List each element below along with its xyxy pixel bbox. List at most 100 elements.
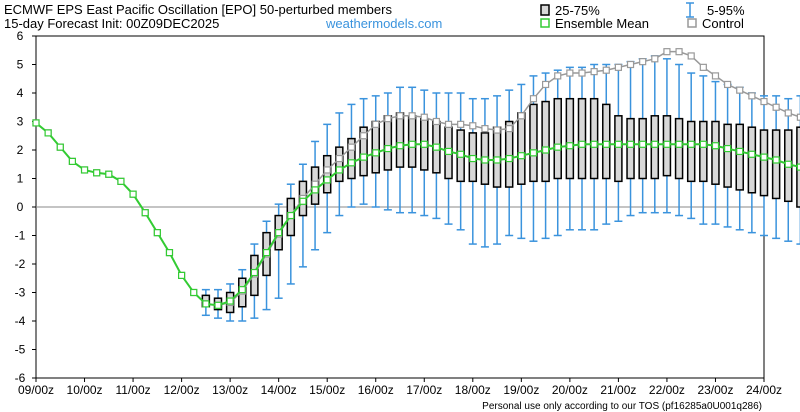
- x-tick-label: 23/00z: [697, 383, 733, 397]
- iqr-box: [335, 146, 344, 183]
- mean-line: [35, 122, 800, 307]
- tos-footer: Personal use only according to our TOS (…: [482, 401, 762, 412]
- control-marker: [432, 117, 440, 126]
- y-tick-label: 1: [17, 172, 24, 186]
- legend-control-label: Control: [702, 16, 744, 31]
- mean-marker: [432, 143, 440, 151]
- mean-marker: [748, 150, 756, 158]
- x-tick-label: 11/00z: [115, 383, 150, 397]
- control-marker: [614, 63, 623, 71]
- iqr-box: [383, 115, 393, 171]
- iqr-box: [359, 126, 368, 177]
- mean-marker: [44, 129, 52, 137]
- control-marker: [517, 112, 525, 120]
- legend: 25-75% 5-95% Ensemble Mean Control: [540, 2, 745, 31]
- y-tick-label: -2: [15, 257, 26, 271]
- y-tick-label: -3: [15, 286, 26, 300]
- mean-marker: [93, 169, 101, 177]
- legend-mean-label: Ensemble Mean: [555, 16, 649, 31]
- iqr-box: [504, 120, 514, 188]
- control-marker: [651, 55, 659, 63]
- mean-marker: [711, 142, 720, 150]
- x-tick-label: 09/00z: [18, 383, 54, 397]
- x-tick-label: 16/00z: [358, 383, 394, 397]
- iqr-box: [553, 97, 562, 180]
- mean-marker: [420, 140, 428, 148]
- site-label: weathermodels.com: [325, 16, 442, 31]
- iqr-box: [589, 97, 599, 180]
- iqr-box: [747, 126, 757, 194]
- mean-marker: [444, 147, 453, 156]
- control-marker: [360, 132, 368, 140]
- y-tick-label: 0: [17, 200, 24, 214]
- x-tick-label: 20/00z: [552, 383, 588, 397]
- mean-marker: [675, 140, 683, 148]
- legend-box-swatch: [540, 4, 550, 16]
- control-marker: [578, 69, 586, 77]
- mean-marker: [493, 156, 501, 164]
- y-tick-label: -4: [15, 314, 26, 328]
- whiskers-5-95: [201, 55, 800, 322]
- mean-marker: [250, 268, 258, 277]
- control-marker: [420, 113, 428, 121]
- control-marker: [699, 63, 707, 71]
- iqr-box: [626, 117, 635, 180]
- x-tick-label: 15/00z: [309, 383, 345, 397]
- mean-marker: [202, 300, 210, 308]
- mean-marker: [614, 140, 623, 148]
- mean-marker: [165, 249, 174, 257]
- mean-marker: [663, 140, 671, 148]
- control-marker: [566, 69, 574, 77]
- mean-marker: [275, 229, 283, 237]
- x-tick-label: 14/00z: [261, 383, 297, 397]
- iqr-box: [638, 117, 647, 180]
- mean-marker: [141, 209, 149, 217]
- control-marker: [626, 60, 635, 69]
- mean-marker: [457, 150, 465, 158]
- mean-marker: [796, 163, 800, 171]
- mean-marker: [262, 249, 271, 257]
- control-marker: [675, 48, 683, 56]
- mean-marker: [760, 153, 768, 161]
- y-tick-label: -6: [15, 371, 26, 385]
- mean-marker: [481, 156, 489, 164]
- control-marker: [723, 80, 732, 89]
- iqr-box: [565, 97, 575, 180]
- x-tick-label: 13/00z: [212, 383, 248, 397]
- x-tick-label: 17/00z: [406, 383, 442, 397]
- legend-box-label: 25-75%: [555, 3, 600, 18]
- control-marker: [796, 113, 800, 121]
- x-tick-label: 22/00z: [649, 383, 685, 397]
- control-marker: [590, 68, 598, 76]
- mean-marker: [566, 142, 574, 150]
- iqr-box: [395, 112, 405, 168]
- mean-marker: [651, 140, 659, 148]
- mean-marker: [238, 286, 246, 294]
- y-tick-label: 3: [17, 115, 24, 129]
- control-marker: [541, 80, 550, 89]
- control-marker: [784, 109, 792, 117]
- mean-marker: [214, 301, 222, 309]
- control-marker: [396, 112, 404, 120]
- control-series: [32, 48, 800, 309]
- mean-marker: [578, 140, 586, 148]
- mean-marker: [639, 140, 647, 148]
- iqr-box: [347, 137, 356, 180]
- mean-marker: [226, 297, 234, 305]
- iqr-box: [674, 117, 684, 180]
- control-marker: [347, 143, 356, 151]
- mean-marker: [105, 170, 113, 178]
- control-marker: [493, 126, 501, 134]
- chart-subtitle: 15-day Forecast Init: 00Z09DEC2025: [4, 16, 219, 31]
- iqr-box: [699, 120, 708, 183]
- control-marker: [748, 92, 756, 100]
- iqr-box: [735, 123, 744, 191]
- mean-marker: [335, 166, 343, 174]
- iqr-box: [529, 103, 538, 183]
- iqr-box: [541, 100, 550, 183]
- y-tick-label: -1: [15, 229, 26, 243]
- mean-marker: [590, 140, 598, 148]
- legend-whisker-label: 5-95%: [707, 3, 745, 18]
- iqr-box: [322, 154, 332, 194]
